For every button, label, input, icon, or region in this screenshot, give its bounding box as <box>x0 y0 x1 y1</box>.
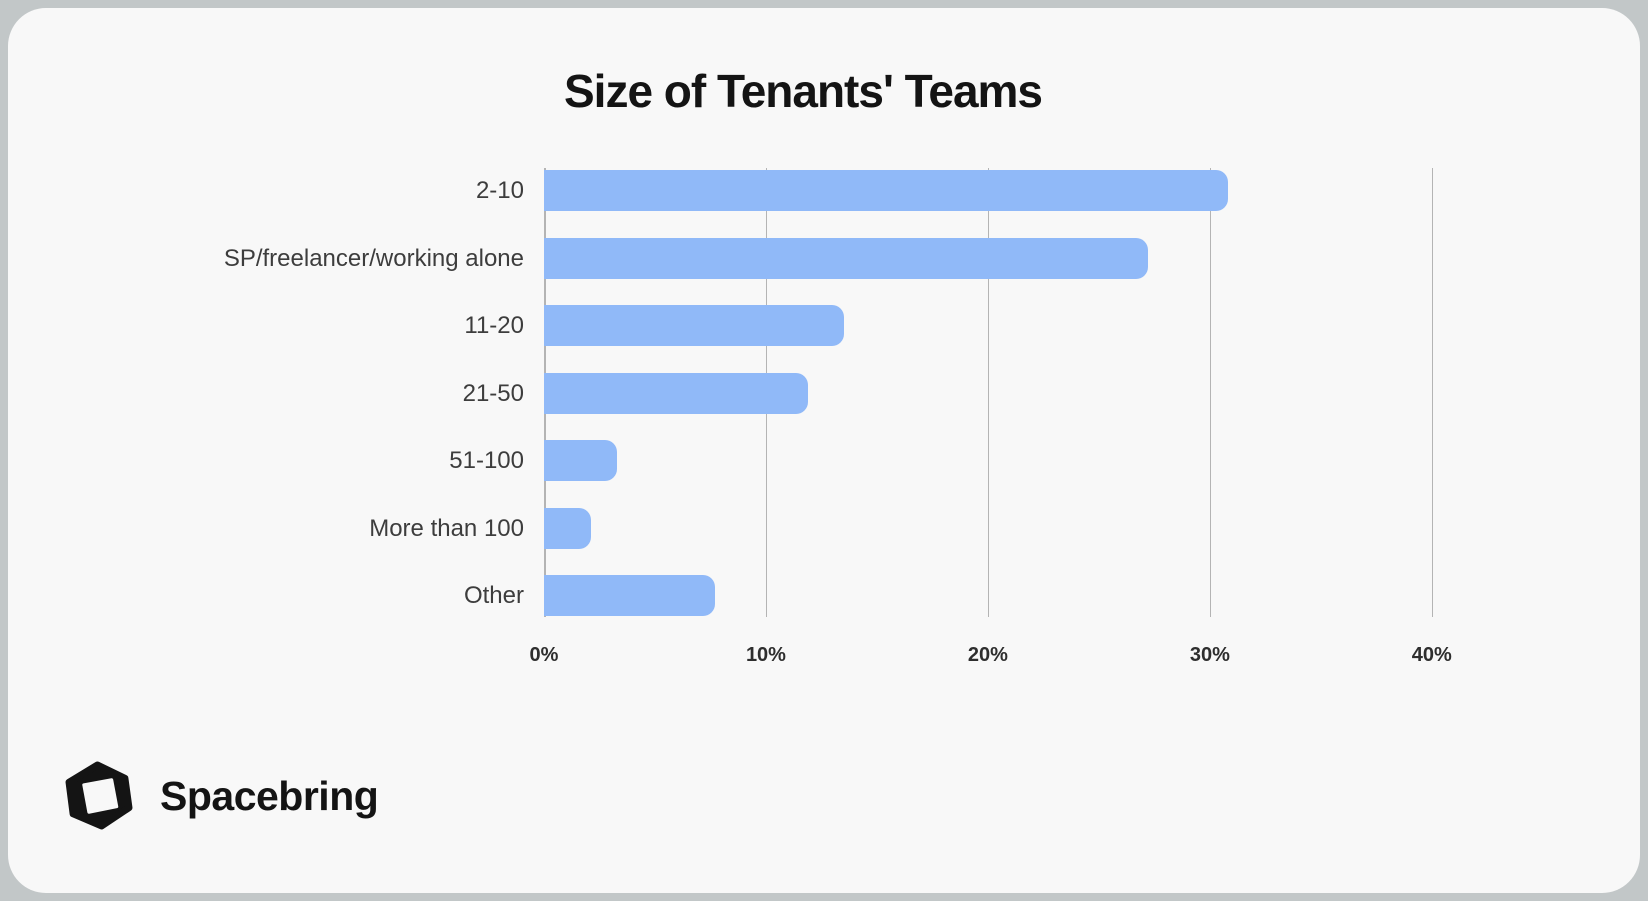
gridline-30% <box>1209 168 1212 617</box>
bar-11-20 <box>544 305 844 346</box>
x-tick-label: 10% <box>745 644 786 666</box>
brand-name: Spacebring <box>160 772 379 819</box>
chart-title: Size of Tenants' Teams <box>563 65 1043 117</box>
x-tick-label: 20% <box>967 644 1008 666</box>
bar-2-10 <box>544 170 1228 211</box>
category-label: SP/freelancer/working alone <box>223 244 524 272</box>
bar-row: 51-100 <box>8 440 1640 481</box>
bar-row: Other <box>8 575 1640 616</box>
category-label: 11-20 <box>464 312 524 339</box>
spacebring-cube-logo-icon <box>65 761 133 830</box>
category-label: 2-10 <box>475 177 524 204</box>
bar-row: SP/freelancer/working alone <box>8 237 1640 279</box>
bar-sp-freelancer-working-alone <box>544 237 1148 279</box>
chart-card: Size of Tenants' Teams 2-10 SP/freelancer… <box>8 8 1640 893</box>
x-tick-label: 0% <box>529 644 559 666</box>
bar-other <box>544 575 715 616</box>
bar-more-than-100 <box>544 507 591 549</box>
bar-chart: 2-10 SP/freelancer/working alone 11-20 21-5… <box>8 8 1640 893</box>
x-tick-label: 40% <box>1411 644 1452 666</box>
gridline-20% <box>987 168 990 617</box>
brand-footer: Spacebring <box>62 756 379 836</box>
category-label: Other <box>463 582 524 609</box>
bar-row: 2-10 <box>8 170 1640 211</box>
bar-row: More than 100 <box>8 507 1640 549</box>
category-label: 21-50 <box>462 379 524 407</box>
bar-51-100 <box>544 440 618 481</box>
category-label: More than 100 <box>369 514 524 542</box>
bar-row: 21-50 <box>8 372 1640 414</box>
bar-21-50 <box>544 372 809 414</box>
bar-row: 11-20 <box>8 305 1640 346</box>
category-label: 51-100 <box>449 447 524 474</box>
x-tick-label: 30% <box>1189 644 1230 666</box>
gridline-40% <box>1431 168 1434 617</box>
